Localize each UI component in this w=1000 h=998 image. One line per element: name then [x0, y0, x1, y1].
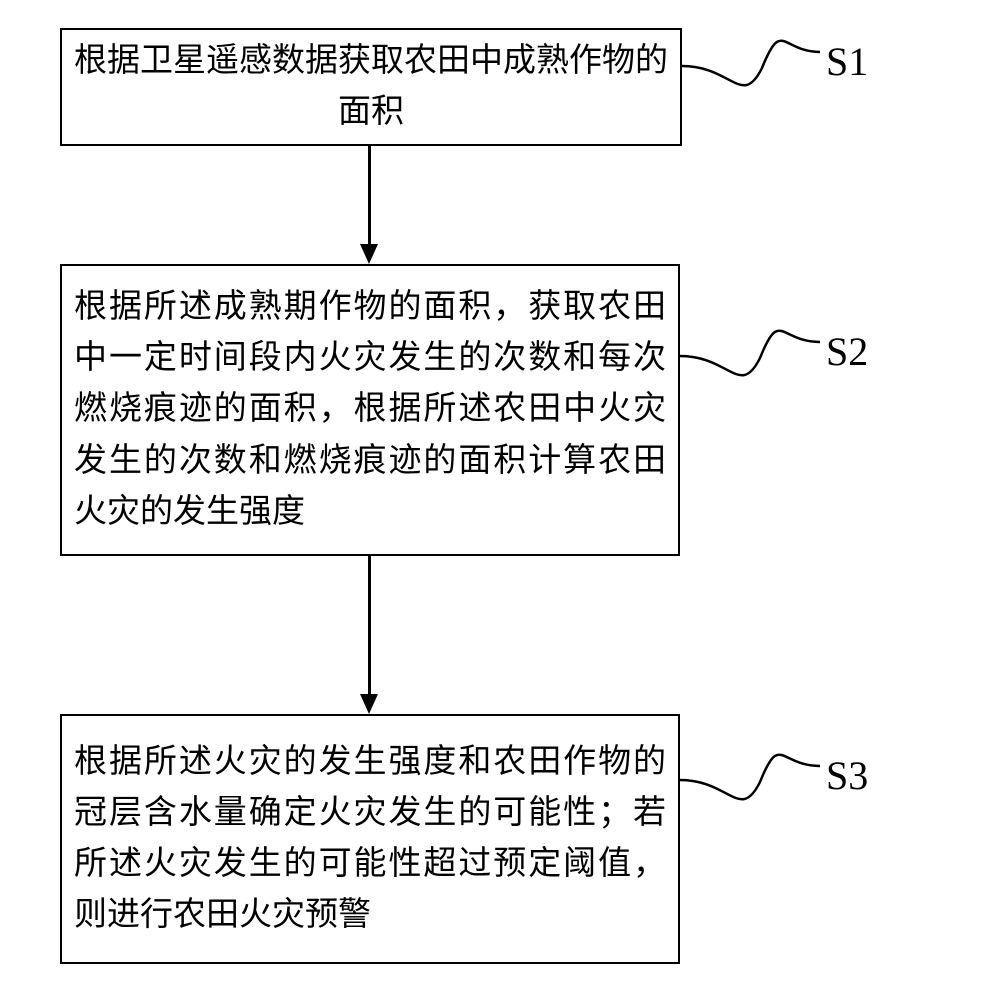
arrow-s1-s2 [368, 146, 371, 244]
flow-node-s2-text: 根据所述成熟期作物的面积，获取农田中一定时间段内火灾发生的次数和每次燃烧痕迹的面… [62, 274, 678, 546]
connector-curve-s2 [680, 318, 826, 378]
step-label-s3: S3 [826, 752, 868, 799]
arrow-head-s2-s3 [360, 694, 378, 714]
connector-curve-s1 [682, 28, 826, 88]
flow-node-s3-text: 根据所述火灾的发生强度和农田作物的冠层含水量确定火灾发生的可能性；若所述火灾发生… [62, 729, 678, 950]
flow-node-s3: 根据所述火灾的发生强度和农田作物的冠层含水量确定火灾发生的可能性；若所述火灾发生… [60, 714, 680, 964]
flow-node-s2: 根据所述成熟期作物的面积，获取农田中一定时间段内火灾发生的次数和每次燃烧痕迹的面… [60, 264, 680, 556]
arrow-s2-s3 [368, 556, 371, 694]
step-label-s2: S2 [826, 328, 868, 375]
flowchart-canvas: 根据卫星遥感数据获取农田中成熟作物的面积 S1 根据所述成熟期作物的面积，获取农… [0, 0, 1000, 998]
flow-node-s1: 根据卫星遥感数据获取农田中成熟作物的面积 [60, 28, 682, 146]
arrow-head-s1-s2 [360, 244, 378, 264]
step-label-s1: S1 [826, 38, 868, 85]
flow-node-s1-text: 根据卫星遥感数据获取农田中成熟作物的面积 [62, 28, 680, 146]
connector-curve-s3 [680, 742, 826, 802]
